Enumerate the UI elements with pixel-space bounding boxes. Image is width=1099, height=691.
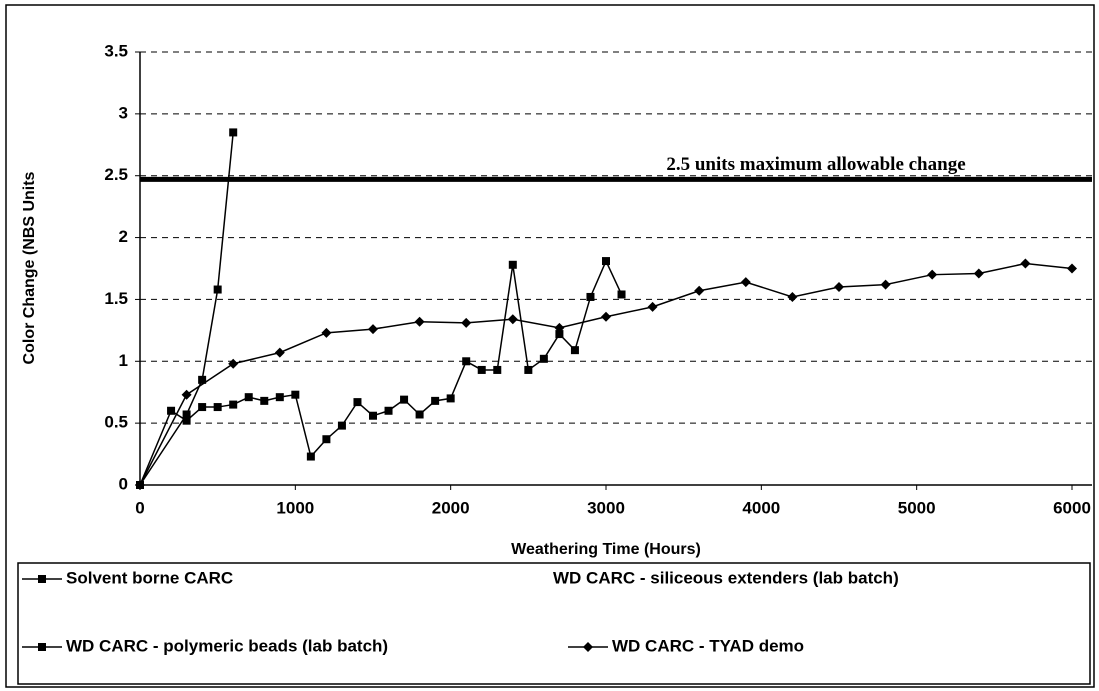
- marker-square: [198, 375, 207, 384]
- marker-square: [462, 357, 471, 366]
- y-tick-label: 2.5: [104, 165, 128, 184]
- marker-square: [431, 396, 440, 405]
- marker-diamond: [583, 642, 593, 652]
- marker-square: [244, 393, 253, 402]
- marker-diamond: [554, 322, 565, 333]
- marker-square: [400, 395, 409, 404]
- y-tick-label: 1.5: [104, 289, 128, 308]
- x-axis-label: Weathering Time (Hours): [511, 541, 701, 558]
- marker-square: [229, 400, 238, 409]
- marker-diamond: [1067, 263, 1077, 274]
- marker-square: [182, 410, 191, 419]
- marker-square: [198, 403, 207, 412]
- marker-square: [617, 290, 626, 299]
- x-tick-label: 6000: [1053, 498, 1091, 517]
- marker-square: [306, 452, 315, 461]
- marker-square: [524, 365, 533, 374]
- marker-diamond: [834, 282, 844, 293]
- marker-square: [415, 410, 424, 419]
- marker-diamond: [787, 291, 798, 302]
- marker-square: [586, 292, 595, 301]
- marker-diamond: [601, 311, 611, 322]
- marker-diamond: [321, 327, 332, 338]
- marker-diamond: [181, 389, 192, 400]
- legend-label: WD CARC - TYAD demo: [612, 636, 804, 655]
- marker-square: [384, 406, 393, 415]
- marker-square: [213, 285, 222, 294]
- marker-diamond: [740, 277, 751, 288]
- legend-label: WD CARC - polymeric beads (lab batch): [66, 636, 388, 655]
- x-tick-label: 2000: [432, 498, 470, 517]
- marker-square: [322, 435, 331, 444]
- marker-square: [493, 365, 502, 374]
- marker-square: [555, 330, 564, 339]
- marker-square: [167, 406, 176, 415]
- marker-square: [182, 416, 191, 425]
- marker-square: [38, 643, 46, 651]
- marker-square: [275, 393, 284, 402]
- legend-frame: [17, 562, 1091, 685]
- marker-square: [446, 394, 455, 403]
- y-tick-label: 3: [119, 103, 128, 122]
- marker-square: [337, 421, 346, 430]
- marker-square: [38, 575, 46, 583]
- marker-square: [291, 390, 300, 399]
- marker-diamond: [694, 285, 705, 296]
- y-tick-label: 1: [119, 351, 128, 370]
- legend-label: WD CARC - siliceous extenders (lab batch…: [553, 568, 899, 587]
- y-tick-label: 3.5: [104, 41, 128, 60]
- marker-diamond: [927, 269, 938, 280]
- y-tick-label: 2: [119, 227, 128, 246]
- marker-diamond: [274, 347, 285, 358]
- marker-diamond: [228, 358, 239, 369]
- x-tick-label: 4000: [742, 498, 780, 517]
- marker-diamond: [973, 268, 984, 279]
- threshold-label: 2.5 units maximum allowable change: [666, 154, 965, 175]
- marker-square: [477, 365, 486, 374]
- marker-diamond: [1020, 258, 1031, 269]
- marker-diamond: [507, 314, 518, 325]
- marker-square: [213, 403, 222, 412]
- marker-square: [508, 260, 517, 269]
- x-tick-label: 1000: [276, 498, 314, 517]
- marker-square: [353, 398, 362, 407]
- marker-diamond: [414, 316, 425, 327]
- legend-label: Solvent borne CARC: [66, 568, 233, 587]
- y-tick-label: 0.5: [104, 413, 128, 432]
- marker-square: [369, 411, 377, 420]
- x-tick-label: 5000: [898, 498, 936, 517]
- marker-square: [229, 128, 238, 137]
- marker-square: [602, 257, 610, 266]
- y-tick-label: 0: [119, 474, 128, 493]
- marker-diamond: [880, 279, 891, 290]
- marker-diamond: [647, 301, 658, 312]
- marker-square: [260, 396, 269, 405]
- marker-diamond: [368, 324, 378, 335]
- marker-square: [539, 354, 548, 363]
- y-axis-label: Color Change (NBS Units: [21, 171, 38, 364]
- marker-square: [570, 346, 579, 355]
- marker-diamond: [461, 317, 472, 328]
- marker-diamond: [135, 480, 145, 490]
- x-tick-label: 3000: [587, 498, 625, 517]
- x-tick-label: 0: [135, 498, 144, 517]
